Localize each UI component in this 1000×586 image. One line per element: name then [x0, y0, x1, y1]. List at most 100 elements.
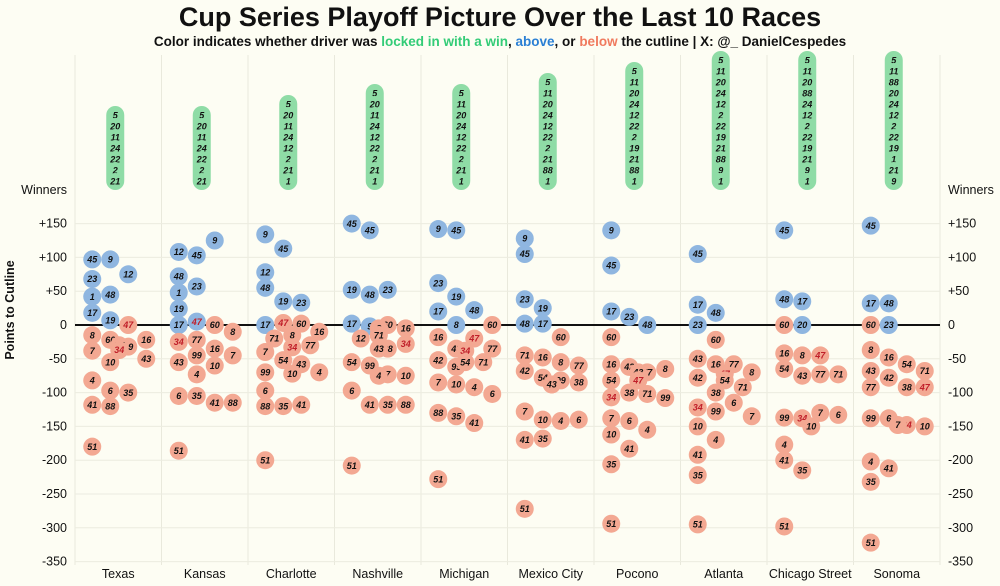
driver-car-number: 71	[520, 351, 530, 361]
driver-car-number: 54	[720, 376, 730, 386]
driver-marker	[169, 267, 188, 286]
driver-marker	[775, 408, 794, 427]
winner-car-number: 88	[889, 78, 899, 88]
driver-marker	[688, 466, 707, 485]
driver-car-number: 35	[278, 401, 289, 411]
winner-marker	[885, 151, 902, 167]
winners-label-left: Winners	[21, 183, 67, 197]
driver-car-number: 38	[383, 344, 393, 354]
driver-car-number: 12	[260, 267, 270, 277]
y-tick-label-right: -50	[948, 352, 966, 366]
driver-car-number: 8	[800, 351, 805, 361]
driver-marker	[429, 373, 448, 392]
driver-marker	[137, 349, 156, 368]
driver-marker	[706, 402, 725, 421]
driver-marker	[775, 435, 794, 454]
winner-car-number: 1	[632, 177, 637, 187]
driver-marker	[274, 239, 293, 258]
winner-marker	[799, 96, 816, 112]
driver-car-number: 43	[140, 354, 151, 364]
driver-car-number: 45	[778, 226, 790, 236]
winner-marker	[453, 118, 470, 134]
race-label: Texas	[102, 567, 135, 581]
winner-marker	[366, 96, 383, 112]
driver-car-number: 51	[520, 504, 530, 514]
winner-marker	[193, 173, 210, 189]
driver-car-number: 41	[468, 418, 479, 428]
driver-car-number: 34	[460, 346, 470, 356]
driver-car-number: 8	[749, 368, 754, 378]
winner-marker	[885, 96, 902, 112]
winner-car-number: 20	[109, 122, 120, 132]
winner-car-number: 5	[718, 56, 724, 66]
driver-car-number: 16	[141, 335, 152, 345]
driver-marker	[638, 420, 657, 439]
driver-car-number: 34	[114, 345, 124, 355]
driver-marker	[602, 514, 621, 533]
winner-car-number: 20	[888, 89, 899, 99]
winner-car-number: 2	[890, 122, 896, 132]
driver-marker	[811, 403, 830, 422]
driver-marker	[533, 299, 552, 318]
driver-marker	[829, 365, 848, 384]
driver-marker	[274, 292, 293, 311]
driver-car-number: 34	[287, 343, 297, 353]
driver-marker	[551, 328, 570, 347]
driver-car-number: 4	[781, 440, 787, 450]
driver-car-number: 35	[606, 459, 617, 469]
driver-marker	[119, 383, 138, 402]
winner-car-number: 12	[889, 111, 899, 121]
driver-marker	[515, 290, 534, 309]
driver-marker	[429, 328, 448, 347]
driver-car-number: 41	[295, 400, 306, 410]
driver-marker	[474, 353, 493, 372]
driver-marker	[369, 326, 388, 345]
chart-title: Cup Series Playoff Picture Over the Last…	[178, 2, 822, 32]
driver-car-number: 7	[609, 413, 615, 423]
driver-car-number: 23	[382, 285, 393, 295]
winner-car-number: 2	[371, 155, 377, 165]
race-label: Nashville	[352, 567, 403, 581]
driver-car-number: 88	[401, 400, 411, 410]
winner-car-number: 1	[805, 177, 810, 187]
driver-car-number: 17	[797, 297, 808, 307]
driver-car-number: 17	[433, 307, 444, 317]
driver-marker	[429, 302, 448, 321]
driver-marker	[802, 417, 821, 436]
winner-marker	[885, 85, 902, 101]
winner-marker	[885, 52, 902, 68]
driver-marker	[515, 245, 534, 264]
driver-marker	[256, 363, 275, 382]
driver-marker	[256, 225, 275, 244]
winner-car-number: 21	[888, 166, 899, 176]
driver-marker	[101, 250, 120, 269]
driver-marker	[861, 472, 880, 491]
y-tick-label-right: 0	[948, 318, 955, 332]
winner-car-number: 11	[457, 100, 466, 110]
driver-car-number: 16	[401, 324, 412, 334]
winner-marker	[107, 118, 124, 134]
winner-marker	[539, 107, 556, 123]
driver-marker	[223, 393, 242, 412]
driver-car-number: 17	[693, 300, 704, 310]
driver-car-number: 16	[711, 359, 722, 369]
driver-car-number: 51	[866, 538, 876, 548]
driver-car-number: 6	[349, 386, 355, 396]
driver-marker	[396, 319, 415, 338]
driver-car-number: 35	[192, 391, 203, 401]
driver-car-number: 6	[108, 386, 114, 396]
driver-marker	[811, 346, 830, 365]
winner-car-number: 11	[111, 133, 120, 143]
driver-marker	[83, 326, 102, 345]
y-axis-title: Points to Cutline	[3, 260, 17, 359]
driver-car-number: 4	[471, 382, 477, 392]
driver-car-number: 35	[538, 434, 549, 444]
winner-car-number: 5	[199, 111, 205, 121]
driver-marker	[861, 409, 880, 428]
driver-car-number: 16	[779, 349, 790, 359]
driver-car-number: 34	[797, 413, 807, 423]
driver-marker	[775, 517, 794, 536]
driver-car-number: 88	[260, 401, 270, 411]
driver-marker	[101, 353, 120, 372]
driver-marker	[223, 322, 242, 341]
